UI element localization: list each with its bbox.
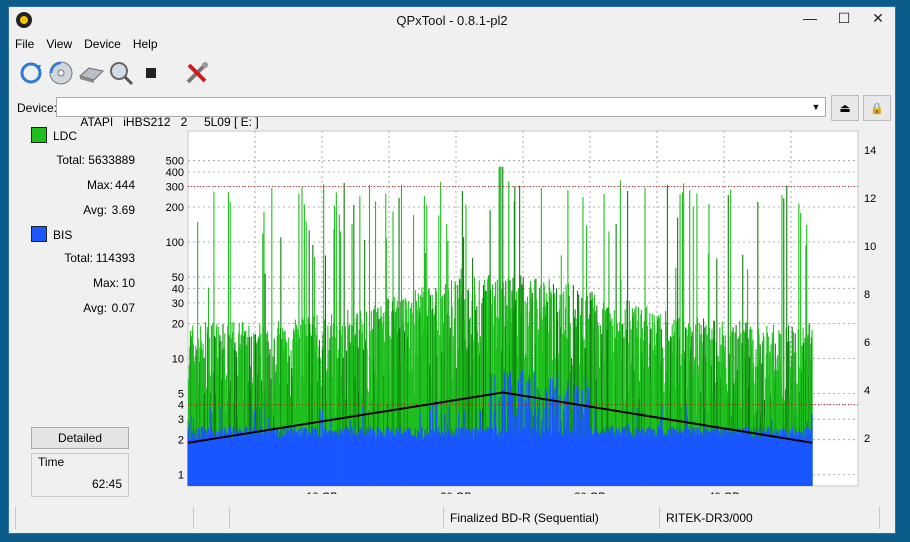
y2-tick-label: 14 [864, 145, 876, 157]
y-tick-label: 2 [178, 435, 184, 447]
x-tick-label: 20 GB [440, 491, 471, 494]
bis-avg-label: Avg: [83, 301, 107, 315]
lock-icon: 🔒 [870, 103, 884, 115]
disc-scan-icon [49, 61, 73, 85]
ldc-max-label: Max: [86, 178, 113, 192]
minimize-button[interactable]: — [803, 10, 817, 26]
zoom-disc-icon [110, 62, 134, 86]
ldc-avg-value: 3.69 [111, 203, 135, 217]
bis-total-value: 114393 [95, 251, 135, 265]
disc-type-status: Finalized BD-R (Sequential) [443, 507, 659, 529]
bis-color-swatch [31, 226, 47, 242]
y-tick-label: 400 [166, 167, 184, 179]
drive-icon [78, 67, 105, 83]
time-box: Time 62:45 [31, 453, 129, 497]
menu-device[interactable]: Device [84, 37, 121, 51]
y-tick-label: 30 [172, 298, 184, 310]
scan-chart: 10 GB20 GB30 GB40 GB12345102030405010020… [140, 126, 884, 503]
ldc-avg-label: Avg: [83, 203, 107, 217]
window-title: QPxTool - 0.8.1-pl2 [396, 13, 508, 28]
eject-icon: ⏏ [839, 101, 851, 115]
y2-tick-label: 10 [864, 241, 876, 253]
eject-button[interactable]: ⏏ [831, 95, 859, 121]
menu-view[interactable]: View [46, 37, 73, 51]
drive-info-button[interactable] [77, 59, 105, 87]
ldc-color-swatch [31, 127, 47, 143]
ldc-total-label: Total: [56, 153, 85, 167]
y2-tick-label: 4 [864, 385, 870, 397]
refresh-button[interactable] [17, 59, 45, 87]
time-value: 62:45 [91, 477, 122, 491]
y-tick-label: 4 [178, 400, 184, 412]
title-bar: QPxTool - 0.8.1-pl2 — ☐ ✕ [9, 7, 895, 34]
menu-file[interactable]: File [15, 37, 35, 51]
status-segment-3 [229, 507, 443, 529]
stats-panel: LDC Total: 5633889 Max: 444 Avg: 3.69 BI… [23, 127, 135, 497]
y2-tick-label: 12 [864, 193, 876, 205]
time-label: Time [38, 455, 65, 469]
stop-button[interactable] [137, 59, 165, 87]
y2-tick-label: 8 [864, 289, 870, 301]
y-tick-label: 50 [172, 272, 184, 284]
stop-icon [146, 68, 156, 78]
device-value: ATAPI iHBS212 2 5L09 [ E: ] [80, 115, 259, 129]
x-tick-label: 40 GB [708, 491, 739, 494]
media-id-status: RITEK-DR3/000 [659, 507, 879, 529]
resize-grip[interactable] [879, 507, 895, 529]
y-tick-label: 10 [172, 353, 184, 365]
zoom-disc-button[interactable] [107, 59, 135, 87]
bis-total-label: Total: [64, 251, 93, 265]
y-tick-label: 200 [166, 202, 184, 214]
menu-help[interactable]: Help [132, 37, 158, 51]
lock-button[interactable]: 🔒 [863, 95, 891, 121]
y-tick-label: 20 [172, 318, 184, 330]
detailed-button[interactable]: Detailed [31, 427, 129, 449]
y-tick-label: 100 [166, 237, 184, 249]
ldc-legend-label: LDC [53, 129, 78, 143]
status-segment-1 [15, 507, 193, 529]
app-window: QPxTool - 0.8.1-pl2 — ☐ ✕ File View Device… [8, 6, 896, 534]
y-tick-label: 300 [166, 182, 184, 194]
chart-svg: 10 GB20 GB30 GB40 GB12345102030405010020… [166, 130, 876, 503]
app-logo-icon [16, 12, 32, 28]
tools-icon [186, 62, 208, 84]
close-button[interactable]: ✕ [872, 10, 884, 26]
status-bar: Finalized BD-R (Sequential) RITEK-DR3/00… [9, 507, 895, 531]
chevron-down-icon[interactable]: ▼ [811, 102, 821, 112]
settings-button[interactable] [183, 59, 211, 87]
refresh-icon [20, 62, 42, 84]
speed-curve [187, 391, 813, 444]
maximize-button[interactable]: ☐ [837, 10, 851, 26]
y-tick-label: 40 [172, 283, 184, 295]
bis-max-label: Max: [92, 276, 119, 290]
x-tick-label: 30 GB [574, 491, 605, 494]
y-tick-label: 1 [178, 470, 184, 482]
y-tick-label: 5 [178, 388, 184, 400]
device-bar: Device: ATAPI iHBS212 2 5L09 [ E: ] ▼ ⏏ … [9, 95, 895, 129]
menu-bar: File View Device Help [9, 34, 895, 54]
y-tick-label: 500 [166, 156, 184, 168]
ldc-max-value: 444 [114, 178, 135, 192]
ldc-total-value: 5633889 [88, 153, 135, 167]
x-tick-label: 10 GB [306, 491, 337, 494]
device-select[interactable]: ATAPI iHBS212 2 5L09 [ E: ] ▼ [56, 97, 826, 129]
y-tick-label: 3 [178, 414, 184, 426]
y2-tick-label: 2 [864, 433, 870, 445]
bis-max-value: 10 [121, 276, 135, 290]
status-segment-2 [193, 507, 229, 529]
device-label: Device: [17, 101, 58, 115]
bis-legend-label: BIS [53, 228, 73, 242]
y2-tick-label: 6 [864, 337, 870, 349]
disc-scan-button[interactable] [47, 59, 75, 87]
bis-avg-value: 0.07 [111, 301, 135, 315]
